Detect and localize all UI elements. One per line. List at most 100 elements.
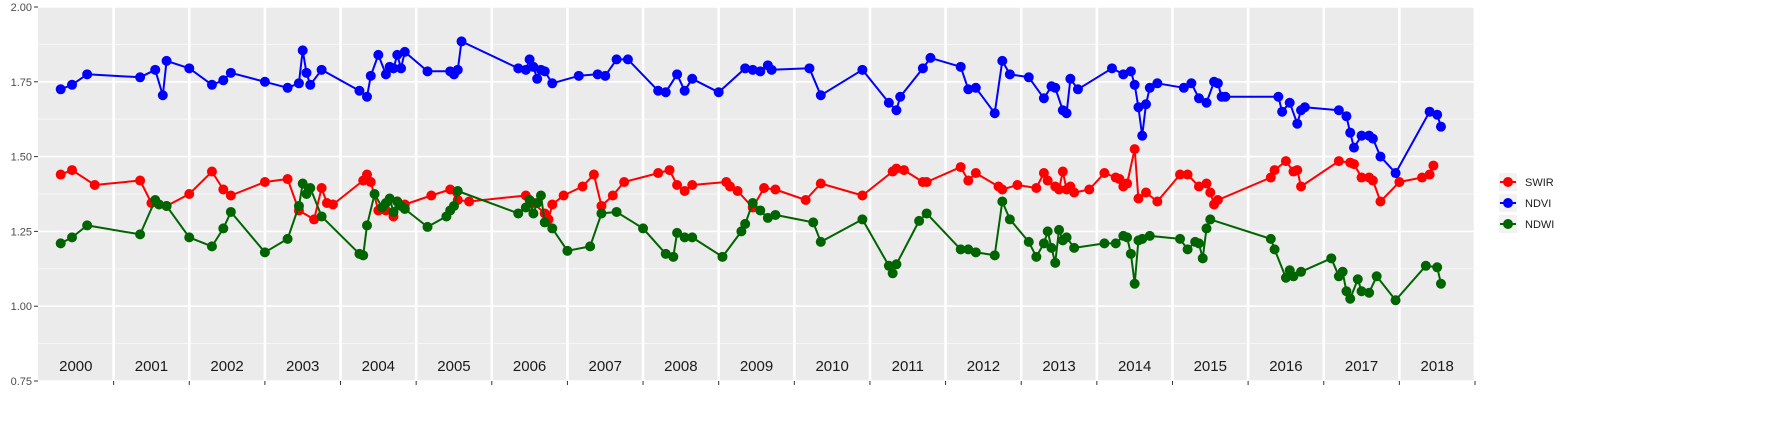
- data-point-swir: [687, 180, 698, 191]
- year-label: 2002: [210, 358, 243, 375]
- data-point-ndwi: [532, 197, 543, 208]
- data-point-ndwi: [422, 221, 433, 232]
- data-point-ndwi: [1175, 233, 1186, 244]
- data-point-ndwi: [1193, 238, 1204, 249]
- data-point-ndvi: [1435, 121, 1446, 132]
- data-point-ndwi: [154, 199, 165, 210]
- series-layer: [55, 36, 1446, 306]
- data-point-ndwi: [1352, 274, 1363, 285]
- year-label: 2001: [135, 358, 168, 375]
- data-point-swir: [1084, 184, 1095, 195]
- year-label: 2016: [1269, 358, 1302, 375]
- data-point-ndwi: [282, 233, 293, 244]
- data-point-swir: [1057, 166, 1068, 177]
- data-point-ndvi: [1284, 97, 1295, 108]
- data-point-ndvi: [305, 79, 316, 90]
- series-ndvi: [55, 36, 1446, 179]
- data-point-ndvi: [524, 54, 535, 65]
- data-point-ndwi: [1356, 286, 1367, 297]
- data-point-swir: [1296, 181, 1307, 192]
- data-point-ndvi: [354, 85, 365, 96]
- data-point-ndwi: [679, 232, 690, 243]
- data-point-ndvi: [955, 61, 966, 72]
- data-point-ndwi: [218, 223, 229, 234]
- data-point-swir: [1265, 172, 1276, 183]
- data-point-ndwi: [361, 220, 372, 231]
- data-point-ndvi: [1129, 79, 1140, 90]
- data-point-ndvi: [755, 66, 766, 77]
- data-point-ndwi: [1296, 266, 1307, 277]
- data-point-ndwi: [1326, 253, 1337, 264]
- data-point-swir: [577, 181, 588, 192]
- data-point-ndwi: [539, 217, 550, 228]
- data-point-ndwi: [963, 244, 974, 255]
- data-point-ndwi: [997, 196, 1008, 207]
- data-point-ndvi: [1299, 102, 1310, 113]
- legend-key-ndvi: [1503, 198, 1513, 208]
- data-point-swir: [558, 190, 569, 201]
- data-point-swir: [445, 184, 456, 195]
- data-point-ndvi: [528, 61, 539, 72]
- data-point-ndvi: [679, 85, 690, 96]
- data-point-ndwi: [448, 200, 459, 211]
- data-point-swir: [316, 183, 327, 194]
- data-point-ndvi: [1118, 69, 1129, 80]
- data-point-swir: [225, 190, 236, 201]
- data-point-ndvi: [660, 87, 671, 98]
- year-label: 2013: [1042, 358, 1075, 375]
- data-point-ndvi: [1345, 127, 1356, 138]
- data-point-swir: [55, 169, 66, 180]
- data-point-ndvi: [713, 87, 724, 98]
- year-label: 2015: [1194, 358, 1227, 375]
- data-point-ndvi: [1432, 109, 1443, 120]
- data-point-swir: [1193, 181, 1204, 192]
- data-point-ndwi: [1004, 214, 1015, 225]
- data-point-swir: [426, 190, 437, 201]
- data-point-swir: [1054, 184, 1065, 195]
- data-point-ndwi: [1038, 238, 1049, 249]
- data-point-ndvi: [547, 78, 558, 89]
- data-point-ndvi: [388, 63, 399, 74]
- data-point-ndvi: [804, 63, 815, 74]
- data-point-ndvi: [365, 70, 376, 81]
- data-point-ndwi: [513, 208, 524, 219]
- data-point-ndvi: [653, 85, 664, 96]
- series-ndwi: [55, 178, 1446, 306]
- legend: SWIR NDVI NDWI: [1499, 173, 1554, 233]
- data-point-ndvi: [1201, 97, 1212, 108]
- data-point-ndvi: [1050, 82, 1061, 93]
- data-point-swir: [464, 196, 475, 207]
- data-point-ndvi: [380, 69, 391, 80]
- data-point-swir: [1099, 168, 1110, 179]
- data-point-ndwi: [388, 206, 399, 217]
- data-point-ndwi: [1288, 271, 1299, 282]
- data-point-ndwi: [857, 214, 868, 225]
- year-label: 2006: [513, 358, 546, 375]
- data-point-ndvi: [361, 91, 372, 102]
- data-point-ndwi: [67, 232, 78, 243]
- data-point-swir: [725, 181, 736, 192]
- data-point-ndvi: [891, 105, 902, 116]
- legend-label-ndwi: NDWI: [1525, 219, 1554, 231]
- data-point-swir: [135, 175, 146, 186]
- year-labels: 2000 2001 2002 2003 2004 2005 2006 2007 2008 2009…: [59, 358, 1454, 375]
- data-point-ndwi: [1122, 232, 1133, 243]
- data-point-swir: [282, 174, 293, 185]
- data-point-ndvi: [282, 82, 293, 93]
- year-label: 2018: [1420, 358, 1453, 375]
- data-point-ndvi: [883, 97, 894, 108]
- data-point-ndwi: [82, 220, 93, 231]
- data-point-ndvi: [452, 64, 463, 75]
- data-point-ndvi: [1061, 108, 1072, 119]
- data-point-ndwi: [293, 200, 304, 211]
- data-point-ndvi: [297, 45, 308, 56]
- data-point-ndwi: [305, 183, 316, 194]
- data-point-ndwi: [206, 241, 217, 252]
- data-point-ndvi: [532, 73, 543, 84]
- data-point-ndwi: [736, 226, 747, 237]
- data-point-ndwi: [921, 208, 932, 219]
- grid: [38, 6, 1477, 382]
- data-point-ndvi: [1277, 106, 1288, 117]
- data-point-swir: [67, 165, 78, 176]
